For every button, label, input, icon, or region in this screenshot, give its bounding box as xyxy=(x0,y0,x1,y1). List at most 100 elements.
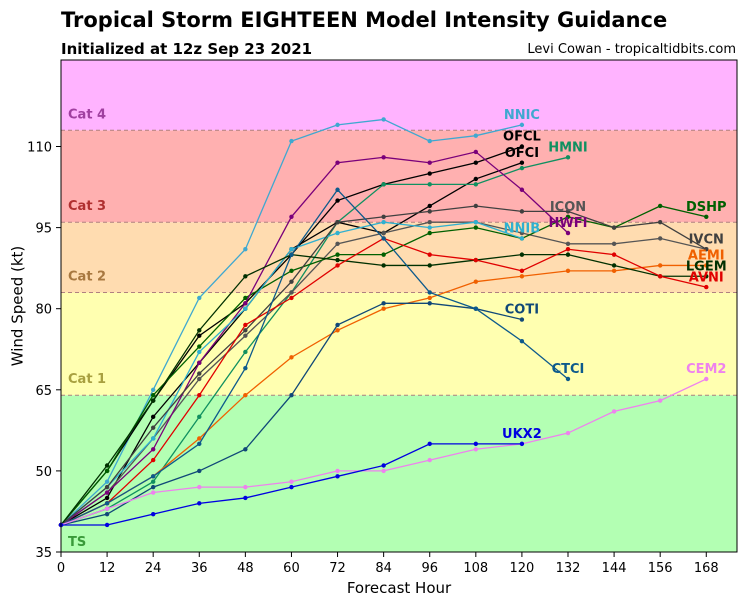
data-point xyxy=(519,274,525,279)
data-point xyxy=(289,138,294,144)
x-tick-label: 132 xyxy=(556,561,581,576)
data-point xyxy=(243,495,248,501)
data-point xyxy=(243,322,248,328)
data-point xyxy=(427,225,432,230)
data-point xyxy=(197,328,202,333)
series-label-avni: AVNI xyxy=(689,270,724,285)
data-point xyxy=(104,495,110,501)
data-point xyxy=(104,484,110,490)
data-point xyxy=(335,160,340,165)
data-point xyxy=(381,214,386,219)
x-tick-label: 72 xyxy=(329,561,346,576)
data-point xyxy=(289,295,294,301)
band-label-cat-4: Cat 4 xyxy=(68,107,106,122)
x-tick-label: 84 xyxy=(375,561,392,576)
data-point xyxy=(519,187,525,192)
data-point xyxy=(243,484,248,490)
data-point xyxy=(289,214,294,219)
data-point xyxy=(197,393,202,398)
data-point xyxy=(243,306,248,311)
y-axis-label: Wind Speed (kt) xyxy=(8,246,26,367)
y-axis: 35 50 65 80 95 110 xyxy=(27,141,61,561)
data-point xyxy=(704,214,709,219)
data-point xyxy=(473,306,479,311)
data-point xyxy=(150,436,156,441)
data-point xyxy=(104,522,110,528)
x-tick-label: 168 xyxy=(694,561,719,576)
series-label-ivcn: IVCN xyxy=(689,232,724,247)
data-point xyxy=(289,479,294,484)
data-point xyxy=(243,328,248,333)
x-tick-label: 0 xyxy=(57,561,65,576)
data-point xyxy=(197,484,202,490)
data-point xyxy=(104,490,110,495)
data-point xyxy=(704,376,709,382)
data-point xyxy=(473,149,479,155)
data-point xyxy=(473,133,479,138)
data-point xyxy=(197,333,202,338)
series-label-icon: ICON xyxy=(550,200,586,215)
x-tick-label: 60 xyxy=(283,561,300,576)
data-point xyxy=(150,393,156,398)
y-tick-label: 65 xyxy=(35,384,52,399)
data-point xyxy=(519,230,525,236)
chart-subtitle: Initialized at 12z Sep 23 2021 xyxy=(61,40,313,58)
x-tick-label: 144 xyxy=(602,561,627,576)
data-point xyxy=(565,247,571,252)
data-point xyxy=(427,441,432,447)
data-point xyxy=(289,268,294,274)
data-point xyxy=(519,317,525,322)
series-ivcn xyxy=(58,203,709,528)
data-point xyxy=(611,268,617,274)
band-label-cat-1: Cat 1 xyxy=(68,372,106,387)
data-point xyxy=(427,301,432,306)
chart-title: Tropical Storm EIGHTEEN Model Intensity … xyxy=(61,8,668,32)
data-point xyxy=(565,230,571,236)
data-point xyxy=(519,209,525,214)
series-lines xyxy=(58,117,709,528)
data-point xyxy=(381,182,386,187)
data-point xyxy=(657,219,663,225)
x-axis-label: Forecast Hour xyxy=(347,579,452,597)
data-point xyxy=(704,284,709,290)
band-label-ts: TS xyxy=(68,535,86,550)
data-point xyxy=(243,447,248,452)
series-label-ofci: OFCI xyxy=(505,146,539,161)
data-point xyxy=(611,409,617,414)
data-point xyxy=(104,506,110,511)
chart-credit: Levi Cowan - tropicaltidbits.com xyxy=(527,42,736,57)
x-tick-label: 108 xyxy=(463,561,488,576)
y-tick-label: 50 xyxy=(35,465,52,480)
x-tick-label: 36 xyxy=(191,561,208,576)
data-point xyxy=(197,376,202,382)
data-point xyxy=(519,441,525,447)
data-point xyxy=(565,430,571,436)
data-point xyxy=(704,274,709,279)
data-point xyxy=(150,484,156,490)
x-tick-label: 96 xyxy=(421,561,438,576)
series-label-ctci: CTCI xyxy=(552,362,585,377)
data-point xyxy=(427,219,432,225)
band-label-cat-3: Cat 3 xyxy=(68,199,106,214)
data-point xyxy=(565,214,571,219)
data-point xyxy=(335,263,340,268)
data-point xyxy=(427,171,432,176)
data-point xyxy=(197,468,202,474)
series-label-ukx2: UKX2 xyxy=(502,427,542,442)
data-point xyxy=(427,160,432,165)
data-point xyxy=(473,176,479,182)
series-label-nnib: NNIB xyxy=(504,222,541,237)
data-point xyxy=(519,268,525,274)
y-tick-label: 95 xyxy=(35,222,52,237)
data-point xyxy=(104,511,110,517)
data-point xyxy=(473,219,479,225)
series-label-dshp: DSHP xyxy=(686,200,727,215)
x-tick-label: 12 xyxy=(99,561,116,576)
data-point xyxy=(197,414,202,420)
y-tick-label: 35 xyxy=(35,546,52,561)
data-point xyxy=(381,463,386,468)
data-point xyxy=(657,263,663,268)
data-point xyxy=(197,344,202,349)
data-point xyxy=(657,203,663,209)
